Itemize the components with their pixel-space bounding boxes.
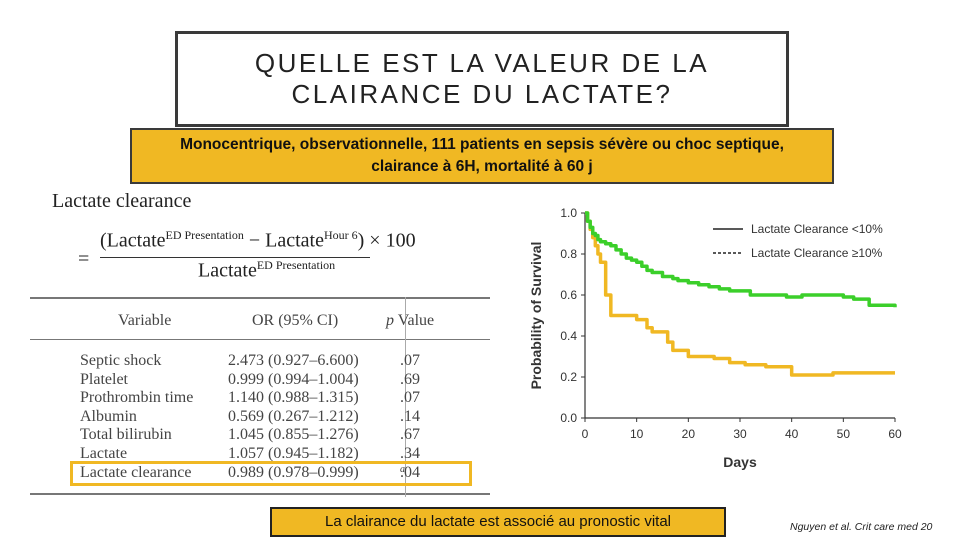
num-part-b: − Lactate	[243, 229, 324, 252]
table-row: Prothrombin time 1.140 (0.988–1.315) .07	[30, 389, 490, 408]
row-or: 0.999 (0.994–1.004)	[228, 370, 359, 388]
x-tick-label: 20	[682, 427, 696, 441]
x-axis-label: Days	[723, 454, 757, 470]
row-variable: Lactate	[80, 445, 128, 462]
x-tick-label: 50	[837, 427, 851, 441]
row-p-value: .34	[400, 445, 420, 462]
table-row: Albumin 0.569 (0.267–1.212) .14	[30, 408, 490, 427]
legend-label: Lactate Clearance ≥10%	[751, 246, 883, 260]
row-variable: Albumin	[80, 407, 137, 425]
citation: Nguyen et al. Crit care med 20	[790, 521, 933, 533]
den-sup: ED Presentation	[256, 258, 336, 272]
formula-numerator: (LactateED Presentation − LactateHour 6)…	[100, 228, 416, 253]
y-tick-label: 0.0	[560, 411, 577, 425]
title-line-2: CLAIRANCE DU LACTATE?	[291, 79, 673, 109]
x-tick-label: 60	[888, 427, 902, 441]
row-p-footnote: a	[400, 463, 405, 475]
formula-denominator: LactateED Presentation	[198, 258, 335, 283]
row-variable: Lactate clearance	[80, 463, 192, 481]
table-row: Platelet 0.999 (0.994–1.004) .69	[30, 371, 490, 390]
table-row: Total bilirubin 1.045 (0.855–1.276) .67	[30, 426, 490, 445]
row-or: 2.473 (0.927–6.600)	[228, 352, 359, 369]
study-description-box: Monocentrique, observationnelle, 111 pat…	[130, 128, 834, 184]
header-p-text: Value	[394, 312, 435, 329]
title-box: QUELLE EST LA VALEUR DE LA CLAIRANCE DU …	[175, 31, 789, 127]
regression-table: Variable OR (95% CI) p Value Septic shoc…	[30, 297, 490, 497]
highlight-lactate-clearance	[70, 461, 472, 486]
row-p-value: .07	[400, 389, 420, 407]
row-p-value: .67	[400, 426, 420, 444]
row-variable: Total bilirubin	[80, 426, 172, 444]
legend-label: Lactate Clearance <10%	[751, 222, 883, 236]
series-line-0	[585, 211, 895, 377]
study-description-line-1: Monocentrique, observationnelle, 111 pat…	[180, 136, 784, 153]
row-or: 0.569 (0.267–1.212)	[228, 407, 359, 425]
den-part: Lactate	[198, 259, 257, 282]
header-p-italic: p	[386, 312, 394, 329]
row-or: 0.989 (0.978–0.999)	[228, 463, 359, 481]
row-or: 1.140 (0.988–1.315)	[228, 389, 359, 407]
conclusion-box: La clairance du lactate est associé au p…	[270, 507, 726, 537]
header-variable: Variable	[118, 312, 172, 329]
y-tick-label: 0.4	[560, 329, 577, 343]
num-sup-b: Hour 6	[323, 228, 358, 242]
table-header-rule	[30, 339, 490, 340]
x-tick-label: 0	[582, 427, 589, 441]
fraction-bar	[100, 257, 370, 258]
num-part-c: ) × 100	[357, 229, 416, 252]
num-part-a: (Lactate	[100, 229, 166, 252]
table-top-rule	[30, 297, 490, 299]
row-or: 1.057 (0.945–1.182)	[228, 445, 359, 462]
formula-equals: =	[78, 248, 90, 270]
table-row: Lactate clearance 0.989 (0.978–0.999) .04 a	[30, 464, 490, 483]
y-axis-label: Probability of Survival	[528, 242, 544, 390]
table-bottom-rule	[30, 493, 490, 495]
x-tick-label: 10	[630, 427, 644, 441]
row-p: .04 a	[400, 463, 420, 483]
kaplan-meier-chart: 0.0 0.2 0.4 0.6 0.8 1.0 0 10 20 30 40 50 60 Days Proba…	[528, 206, 902, 470]
study-description-line-2: clairance à 6H, mortalité à 60 j	[371, 158, 593, 175]
row-or: 1.045 (0.855–1.276)	[228, 426, 359, 444]
num-sup-a: ED Presentation	[165, 228, 244, 242]
series-line-1	[585, 211, 897, 308]
header-or: OR (95% CI)	[252, 312, 339, 329]
row-variable: Septic shock	[80, 352, 162, 369]
x-tick-label: 30	[733, 427, 747, 441]
row-p-value: .14	[400, 407, 420, 425]
row-p-value: .07	[400, 352, 420, 369]
table-column-divider	[405, 297, 406, 497]
y-tick-label: 1.0	[560, 206, 577, 220]
row-variable: Prothrombin time	[80, 389, 194, 407]
title-line-1: QUELLE EST LA VALEUR DE LA	[254, 48, 710, 78]
table-row: Lactate 1.057 (0.945–1.182) .34	[30, 445, 490, 464]
formula-title: Lactate clearance	[52, 190, 192, 212]
header-p: p Value	[386, 312, 434, 330]
y-tick-label: 0.6	[560, 288, 577, 302]
row-p-value: .69	[400, 370, 420, 388]
row-variable: Platelet	[80, 370, 128, 388]
y-tick-label: 0.2	[560, 370, 577, 384]
y-tick-label: 0.8	[560, 247, 577, 261]
row-p-value: .04	[400, 463, 420, 481]
x-tick-label: 40	[785, 427, 799, 441]
table-row: Septic shock 2.473 (0.927–6.600) .07	[30, 352, 490, 371]
